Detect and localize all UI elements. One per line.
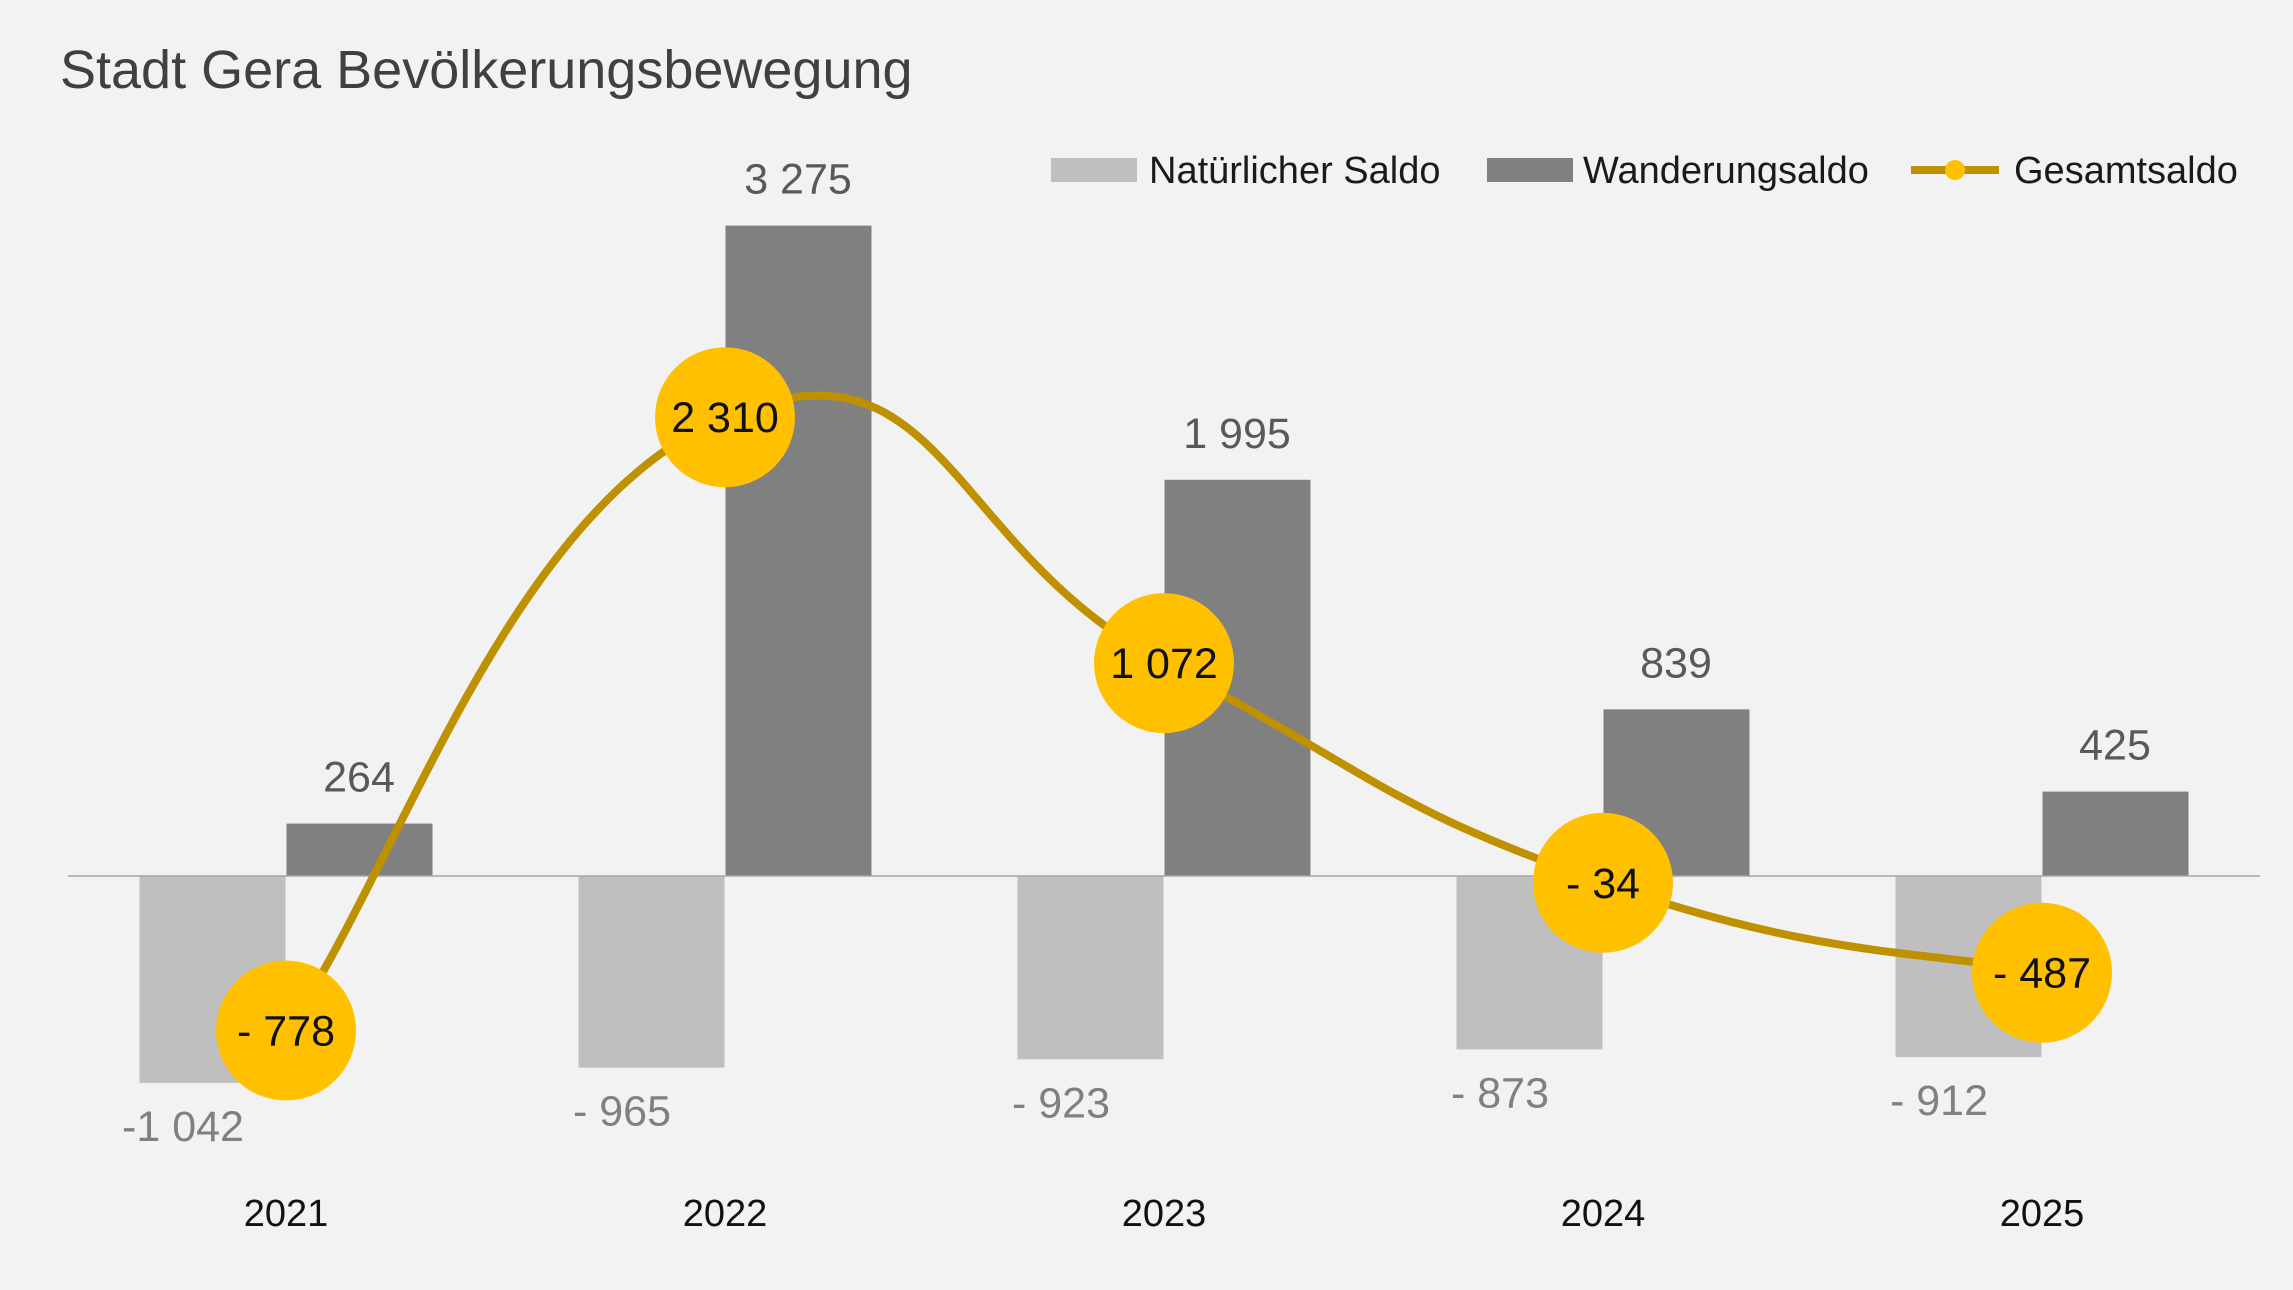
legend: Natürlicher Saldo Wanderungsaldo Gesamts…	[1051, 150, 2238, 192]
bar-natuerlicher-saldo-2022	[578, 876, 725, 1068]
data-label-natuerlicher-saldo-2025: - 912	[1890, 1077, 1988, 1125]
legend-swatch-wanderungsaldo	[1487, 158, 1573, 182]
legend-swatch-natuerlicher-saldo	[1051, 158, 1137, 182]
data-label-natuerlicher-saldo-2021: -1 042	[122, 1103, 244, 1151]
data-label-wanderungsaldo-2023: 1 995	[1183, 410, 1291, 458]
data-label-natuerlicher-saldo-2022: - 965	[573, 1088, 671, 1136]
x-tick-label-2024: 2024	[1561, 1193, 1646, 1235]
legend-item-natuerlicher-saldo: Natürlicher Saldo	[1051, 150, 1440, 192]
data-label-gesamtsaldo-2022: 2 310	[671, 394, 779, 442]
data-label-gesamtsaldo-2023: 1 072	[1110, 640, 1218, 688]
bar-wanderungsaldo-2025	[2042, 791, 2189, 876]
legend-item-wanderungsaldo: Wanderungsaldo	[1487, 150, 1869, 192]
plot-area: -1 042 264 2021 - 965 3 275 2022 - 923 1 995 202…	[68, 156, 2260, 1235]
x-tick-label-2025: 2025	[2000, 1193, 2085, 1235]
chart-title: Stadt Gera Bevölkerungsbewegung	[60, 40, 913, 100]
legend-label-natuerlicher-saldo: Natürlicher Saldo	[1149, 150, 1440, 192]
bar-natuerlicher-saldo-2023	[1017, 876, 1164, 1060]
data-label-wanderungsaldo-2021: 264	[323, 754, 395, 802]
legend-label-wanderungsaldo: Wanderungsaldo	[1583, 150, 1869, 192]
data-label-gesamtsaldo-2021: - 778	[237, 1008, 335, 1056]
marker-gesamtsaldo-2023	[1094, 593, 1234, 734]
bar-wanderungsaldo-2021	[286, 823, 433, 876]
data-label-wanderungsaldo-2024: 839	[1640, 639, 1712, 687]
marker-gesamtsaldo-2024	[1533, 812, 1673, 953]
legend-item-gesamtsaldo: Gesamtsaldo	[1911, 150, 2238, 192]
x-tick-label-2022: 2022	[683, 1193, 768, 1235]
marker-gesamtsaldo-2025	[1972, 902, 2112, 1043]
marker-gesamtsaldo-2021	[216, 960, 356, 1101]
marker-gesamtsaldo-2022	[655, 347, 795, 488]
bar-wanderungsaldo-2022	[725, 225, 872, 876]
data-label-gesamtsaldo-2024: - 34	[1566, 860, 1640, 908]
x-tick-label-2021: 2021	[244, 1193, 329, 1235]
x-tick-label-2023: 2023	[1122, 1193, 1207, 1235]
data-label-natuerlicher-saldo-2023: - 923	[1012, 1079, 1110, 1127]
data-label-wanderungsaldo-2022: 3 275	[744, 156, 852, 204]
data-label-gesamtsaldo-2025: - 487	[1993, 950, 2091, 998]
data-label-wanderungsaldo-2025: 425	[2079, 722, 2151, 770]
line-gesamtsaldo	[282, 391, 2046, 1035]
legend-marker-gesamtsaldo	[1945, 160, 1965, 180]
legend-label-gesamtsaldo: Gesamtsaldo	[2014, 150, 2238, 192]
data-label-natuerlicher-saldo-2024: - 873	[1451, 1069, 1549, 1117]
